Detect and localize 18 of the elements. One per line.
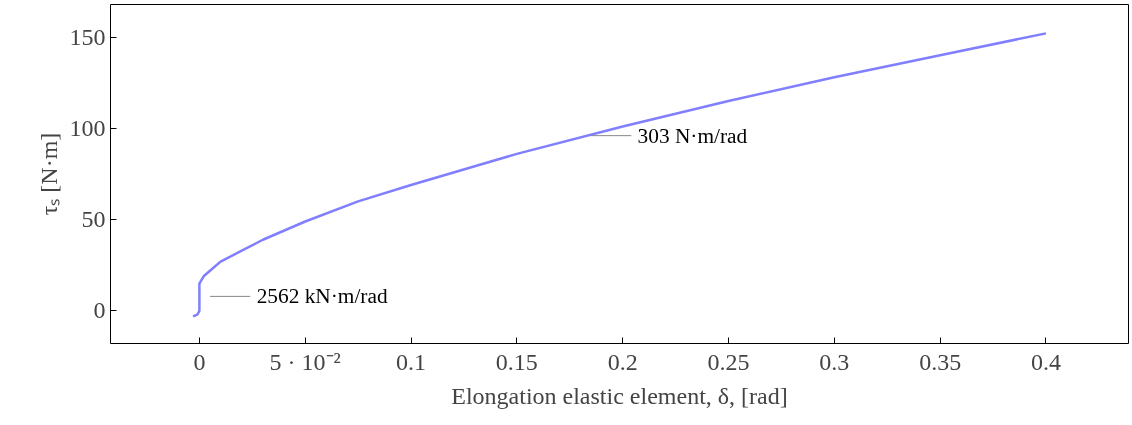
x-tick-label: 0.4 bbox=[1030, 348, 1061, 375]
x-tick-label: 0.25 bbox=[707, 348, 750, 375]
annotation: 2562 kN·m/rad bbox=[256, 284, 388, 309]
x-tick-label: 0.15 bbox=[495, 348, 538, 375]
x-tick-label: 5 · 10⁻² bbox=[269, 348, 341, 375]
annotation: 303 N·m/rad bbox=[637, 123, 748, 148]
x-axis-title: Elongation elastic element, δ, [rad] bbox=[451, 382, 788, 409]
y-axis-title: τₛ [N·m] bbox=[35, 132, 62, 216]
x-tick-label: 0.35 bbox=[919, 348, 962, 375]
y-tick-label: 50 bbox=[81, 206, 106, 233]
x-tick-label: 0.2 bbox=[607, 348, 638, 375]
line-series bbox=[191, 32, 1048, 318]
x-tick-label: 0 bbox=[193, 348, 206, 375]
x-tick-label: 0.1 bbox=[396, 348, 427, 375]
x-tick-label: 0.3 bbox=[819, 348, 850, 375]
y-tick-label: 100 bbox=[69, 114, 106, 141]
y-tick-label: 0 bbox=[93, 297, 106, 324]
y-tick-label: 150 bbox=[69, 23, 106, 50]
